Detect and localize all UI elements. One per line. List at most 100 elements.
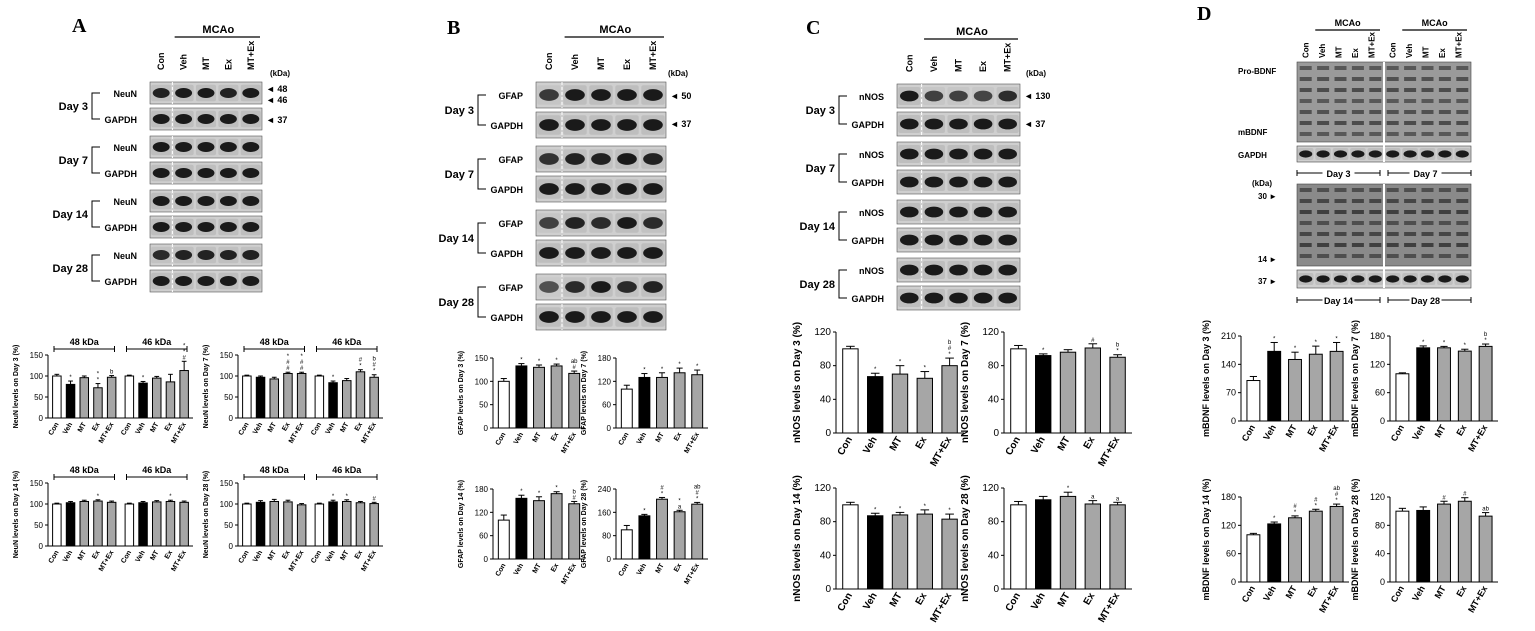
chart-c-11-xtick-label: MT+Ex xyxy=(1096,591,1122,625)
blot-b-gapdh-strip-band xyxy=(617,247,637,259)
chart-b-4-ytick-label: 0 xyxy=(484,424,489,433)
blot-c-gapdh-strip-band xyxy=(949,118,968,130)
blot-d-band xyxy=(1438,132,1451,136)
blot-a-day-label: Day 14 xyxy=(53,209,89,221)
chart-a-2-bar xyxy=(179,501,189,547)
blot-d-lane-label: Ex xyxy=(1438,48,1447,58)
blot-d-band xyxy=(1369,254,1382,258)
blot-a-day-bracket xyxy=(91,146,100,174)
blot-a-gapdh-strip-band xyxy=(242,168,260,178)
chart-c-8-bar xyxy=(916,377,933,434)
chart-d-12-ytick-label: 0 xyxy=(1231,416,1236,426)
blot-c-day-bracket xyxy=(838,153,847,183)
blot-d-band xyxy=(1369,88,1382,92)
blot-a-target-strip-band xyxy=(242,142,260,152)
chart-a-1-xtick-label: Ex xyxy=(354,421,364,432)
blot-d-band xyxy=(1351,188,1364,192)
blot-a-gapdh-strip-band xyxy=(197,276,215,286)
blot-d-band xyxy=(1299,199,1312,203)
chart-b-4-sig-mark: * xyxy=(538,359,541,365)
blot-a-target-strip-band xyxy=(175,88,193,98)
blot-b-target-strip-band xyxy=(591,281,611,293)
blot-d-band xyxy=(1421,243,1434,247)
chart-c-8-sig-mark: b xyxy=(948,340,952,346)
chart-a-2-bar xyxy=(165,500,176,547)
blot-a-lane-label: MT+Ex xyxy=(246,41,256,70)
blot-d-band xyxy=(1386,99,1399,103)
blot-a-gapdh-strip-band xyxy=(219,114,237,124)
blot-a-row-label: NeuN xyxy=(113,143,137,153)
chart-d-12-xtick-label: Ex xyxy=(1305,423,1319,438)
chart-a-3-xtick-label: Ex xyxy=(281,549,291,560)
chart-b-6-bar xyxy=(550,493,563,560)
chart-d-14-ytick-label: 60 xyxy=(1226,549,1236,559)
panel-letter: D xyxy=(1197,3,1211,25)
chart-c-11-xtick-label: Veh xyxy=(1029,591,1047,612)
chart-a-3-bar xyxy=(369,503,379,547)
chart-a-1-bar xyxy=(242,375,252,419)
blot-d-band xyxy=(1386,243,1399,247)
chart-b-5-ytick-label: 60 xyxy=(602,401,611,410)
blot-d-band xyxy=(1421,99,1434,103)
chart-a-3-sig-mark: # xyxy=(372,496,376,502)
blot-d-band xyxy=(1317,210,1330,214)
blot-d-band xyxy=(1438,188,1451,192)
blot-b-lane-label: Ex xyxy=(622,59,632,70)
blot-b-kda-unit: (kDa) xyxy=(668,69,688,78)
blot-b-row-label: GFAP xyxy=(498,283,523,293)
blot-d-band xyxy=(1369,121,1382,125)
chart-a-3-xtick-label: Veh xyxy=(324,550,336,564)
blot-b-gapdh-strip-band xyxy=(591,183,611,195)
blot-d-mcao-label: MCAo xyxy=(1335,18,1361,28)
blot-a-target-strip-band xyxy=(152,142,170,152)
blot-b-lane-label: Con xyxy=(544,53,554,71)
blot-a-row-label: NeuN xyxy=(113,89,137,99)
chart-d-12-xtick-label: Veh xyxy=(1261,423,1278,442)
chart-b-4-bar xyxy=(533,366,545,429)
chart-c-8-bar xyxy=(867,376,884,434)
blot-d-band xyxy=(1438,110,1451,114)
chart-d-13-sig-mark: * xyxy=(1443,340,1446,346)
chart-b-5-bar xyxy=(638,376,651,429)
chart-a-3-bar xyxy=(269,500,279,547)
chart-a-0-ytick-label: 100 xyxy=(30,372,44,381)
chart-d-14-sig-mark: * xyxy=(1335,498,1338,504)
chart-a-2-xtick-label: Ex xyxy=(91,549,101,560)
chart-d-14-xtick-label: Veh xyxy=(1261,584,1278,603)
blot-b-day-bracket xyxy=(477,158,486,190)
blot-b-gapdh-strip-band xyxy=(617,183,637,195)
blot-d-band xyxy=(1351,199,1364,203)
chart-d-13-xtick-label: MT xyxy=(1433,423,1448,440)
chart-a-2-subgroup-label: 46 kDa xyxy=(142,465,172,475)
blot-b-target-strip-band xyxy=(539,89,559,101)
chart-c-8-xtick-label: Ex xyxy=(914,435,930,451)
blot-a-target-strip-band xyxy=(175,142,193,152)
blot-c-target-strip-band xyxy=(949,148,968,160)
blot-b-day-bracket xyxy=(477,222,486,254)
blot-a-gapdh-strip-band xyxy=(197,222,215,232)
blot-d-band xyxy=(1456,199,1469,203)
chart-d-14-sig-mark: # xyxy=(1293,504,1297,510)
panel-letter: B xyxy=(447,17,460,39)
blot-d-band xyxy=(1299,110,1312,114)
blot-d-band xyxy=(1369,199,1382,203)
blot-d-band xyxy=(1317,66,1330,70)
chart-b-6-xtick-label: Veh xyxy=(513,563,525,577)
chart-a-0-xtick-label: MT xyxy=(77,421,88,434)
blot-b-day-label: Day 14 xyxy=(439,233,475,245)
blot-d-band xyxy=(1404,199,1417,203)
blot-a-target-strip-band xyxy=(242,88,260,98)
blot-b-row-label: GFAP xyxy=(498,155,523,165)
blot-a-target-strip-band xyxy=(197,196,215,206)
chart-c-10-xtick-label: Ex xyxy=(914,591,930,607)
blot-c-target-strip-band xyxy=(900,90,919,102)
blot-c-marker: ◄ 37 xyxy=(1024,119,1045,129)
chart-b-6-ylabel: GFAP levels on Day 14 (%) xyxy=(458,480,465,568)
blot-d-band xyxy=(1334,210,1347,214)
chart-c-10-bar xyxy=(867,515,884,590)
blot-d-band xyxy=(1334,188,1347,192)
chart-d-15-ytick-label: 40 xyxy=(1375,549,1385,559)
chart-b-5-xtick-label: Con xyxy=(618,432,631,447)
chart-c-10-sig-mark: * xyxy=(948,508,951,514)
chart-c-10-sig-mark: * xyxy=(874,507,877,513)
